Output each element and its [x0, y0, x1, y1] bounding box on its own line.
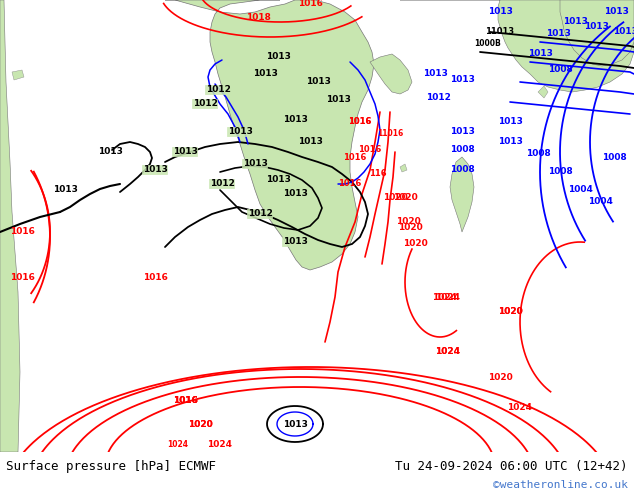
Text: 1013: 1013	[562, 18, 588, 26]
Text: 1008: 1008	[548, 168, 573, 176]
Polygon shape	[12, 70, 24, 80]
Polygon shape	[165, 0, 374, 270]
Polygon shape	[538, 86, 548, 98]
Text: 1016: 1016	[348, 118, 372, 126]
Text: 1013: 1013	[266, 52, 290, 62]
Text: 1016: 1016	[358, 146, 382, 154]
Text: 1004: 1004	[588, 197, 612, 206]
Text: 1016: 1016	[344, 152, 366, 162]
Text: ©weatheronline.co.uk: ©weatheronline.co.uk	[493, 480, 628, 490]
Text: 1013: 1013	[143, 166, 167, 174]
Text: 1020: 1020	[188, 419, 212, 428]
Text: Tu 24-09-2024 06:00 UTC (12+42): Tu 24-09-2024 06:00 UTC (12+42)	[395, 460, 628, 473]
Text: 1008: 1008	[602, 152, 626, 162]
Text: 1008: 1008	[450, 166, 474, 174]
Text: 1013: 1013	[283, 238, 307, 246]
Text: 1013: 1013	[172, 147, 197, 156]
Text: 1013: 1013	[266, 175, 290, 185]
Text: 1020: 1020	[188, 419, 212, 428]
Text: 11016: 11016	[377, 129, 403, 139]
Text: 1013: 1013	[326, 96, 351, 104]
Text: 1012: 1012	[247, 210, 273, 219]
Text: Surface pressure [hPa] ECMWF: Surface pressure [hPa] ECMWF	[6, 460, 216, 473]
Text: 1013: 1013	[488, 7, 512, 17]
Polygon shape	[0, 0, 20, 452]
Text: 1020: 1020	[398, 222, 422, 231]
Text: 1013: 1013	[498, 118, 522, 126]
Polygon shape	[400, 0, 634, 92]
Text: 11013: 11013	[486, 27, 515, 36]
Text: 1012: 1012	[425, 93, 450, 101]
Text: 1004: 1004	[567, 186, 592, 195]
Text: 1013: 1013	[604, 7, 628, 17]
Text: 1013: 1013	[498, 138, 522, 147]
Text: 1013: 1013	[450, 127, 474, 137]
Text: 1016: 1016	[297, 0, 323, 8]
Text: 1016: 1016	[10, 227, 34, 237]
Text: 1013: 1013	[283, 419, 307, 428]
Text: 1016: 1016	[339, 179, 361, 189]
Text: 1024: 1024	[167, 440, 188, 448]
Text: 1016: 1016	[172, 395, 197, 405]
Text: 1012: 1012	[205, 85, 230, 95]
Text: 1013: 1013	[98, 147, 122, 156]
Text: 1008: 1008	[548, 66, 573, 74]
Text: 1012: 1012	[193, 99, 217, 108]
Text: 1024: 1024	[207, 440, 233, 448]
Text: 1008: 1008	[526, 149, 550, 158]
Text: 1013: 1013	[612, 27, 634, 36]
Text: 1020: 1020	[396, 218, 420, 226]
Text: 1016: 1016	[348, 118, 372, 126]
Text: 1016: 1016	[10, 272, 34, 281]
Text: 1018: 1018	[245, 14, 271, 23]
Text: 1013: 1013	[450, 75, 474, 84]
Text: 1024: 1024	[436, 347, 460, 357]
Text: 1024: 1024	[436, 293, 460, 301]
Text: 1020: 1020	[383, 193, 408, 201]
Text: 1012: 1012	[210, 179, 235, 189]
Text: 1020: 1020	[392, 193, 417, 201]
Polygon shape	[400, 164, 407, 172]
Text: 1020: 1020	[498, 308, 522, 317]
Text: 1013: 1013	[283, 190, 307, 198]
Text: 1013: 1013	[527, 49, 552, 58]
Text: 1020: 1020	[498, 308, 522, 317]
Text: 1013: 1013	[243, 160, 268, 169]
Text: 1013: 1013	[423, 70, 448, 78]
Text: 1024: 1024	[432, 293, 458, 301]
Text: 116: 116	[369, 170, 387, 178]
Polygon shape	[560, 0, 634, 66]
Text: 1013: 1013	[283, 116, 307, 124]
Polygon shape	[370, 54, 412, 94]
Text: 1013: 1013	[583, 23, 609, 31]
Text: 1000B: 1000B	[475, 40, 501, 49]
Text: 1020: 1020	[403, 240, 427, 248]
Text: 1016: 1016	[143, 272, 167, 281]
Text: 1013: 1013	[297, 138, 323, 147]
Polygon shape	[450, 157, 474, 232]
Text: 1013: 1013	[306, 77, 330, 87]
Text: 1013: 1013	[228, 127, 252, 137]
Text: 1013: 1013	[53, 186, 77, 195]
Text: 1024: 1024	[436, 347, 460, 357]
Text: 1016: 1016	[172, 395, 197, 405]
Text: 1020: 1020	[488, 372, 512, 382]
Text: 1013: 1013	[546, 29, 571, 39]
Text: 1013: 1013	[252, 70, 278, 78]
Text: 1008: 1008	[450, 146, 474, 154]
Text: 1024: 1024	[507, 402, 533, 412]
Text: 1016: 1016	[172, 395, 197, 405]
